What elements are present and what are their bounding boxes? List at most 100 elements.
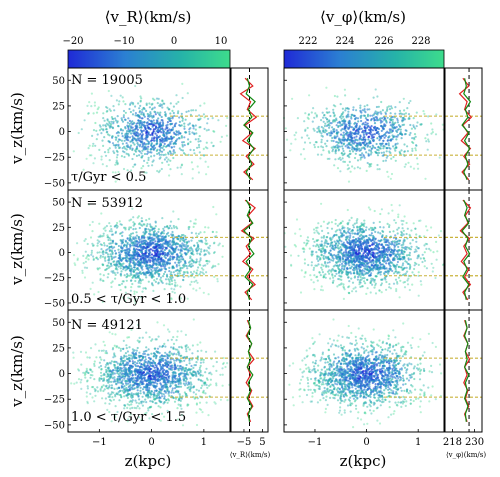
scatter-point <box>437 234 440 237</box>
scatter-point <box>125 244 128 248</box>
scatter-point <box>115 132 118 135</box>
scatter-point <box>117 140 120 143</box>
scatter-point <box>173 132 176 135</box>
scatter-point <box>127 252 130 255</box>
scatter-point <box>124 147 127 150</box>
scatter-point <box>152 246 155 249</box>
scatter-point <box>131 282 134 286</box>
scatter-point <box>124 269 127 272</box>
scatter-point <box>337 145 340 148</box>
scatter-point <box>110 94 113 97</box>
scatter-point <box>354 125 357 128</box>
scatter-point <box>164 278 168 281</box>
scatter-point <box>149 264 152 267</box>
scatter-point <box>388 259 391 262</box>
scatter-point <box>425 267 428 270</box>
scatter-point <box>394 268 397 271</box>
scatter-point <box>136 245 139 248</box>
scatter-point <box>140 136 143 139</box>
scatter-point <box>158 240 161 243</box>
scatter-point <box>138 285 141 288</box>
scatter-point <box>349 270 352 274</box>
scatter-point <box>406 279 409 282</box>
scatter-layer <box>70 82 445 429</box>
scatter-point <box>341 154 344 157</box>
scatter-point <box>187 142 190 145</box>
scatter-point <box>188 128 191 131</box>
scatter-point <box>118 220 121 223</box>
scatter-point <box>356 229 359 232</box>
scatter-point <box>162 122 165 125</box>
scatter-point <box>147 164 150 167</box>
scatter-point <box>189 220 192 223</box>
scatter-point <box>168 137 171 140</box>
scatter-point <box>370 137 373 140</box>
scatter-point <box>144 355 147 358</box>
scatter-point <box>406 145 409 148</box>
scatter-point <box>362 114 366 117</box>
scatter-point <box>170 146 173 149</box>
scatter-point <box>145 230 148 234</box>
scatter-point <box>381 245 384 248</box>
scatter-point <box>369 208 372 211</box>
scatter-point <box>221 245 224 248</box>
scatter-point <box>402 253 405 256</box>
scatter-point <box>330 221 333 224</box>
scatter-point <box>383 277 386 280</box>
scatter-point <box>378 139 381 142</box>
scatter-point <box>332 108 335 111</box>
scatter-point <box>173 288 176 291</box>
scatter-point <box>95 111 99 114</box>
scatter-point <box>315 141 318 144</box>
scatter-point <box>120 155 123 158</box>
scatter-point <box>411 140 414 144</box>
scatter-point <box>348 153 351 156</box>
scatter-point <box>316 255 319 259</box>
scatter-point <box>180 330 183 333</box>
scatter-point <box>162 239 165 242</box>
scatter-point <box>172 126 175 129</box>
scatter-point <box>108 230 111 233</box>
scatter-point <box>377 231 380 234</box>
scatter-point <box>342 115 345 118</box>
scatter-point <box>145 143 148 146</box>
scatter-point <box>350 254 353 257</box>
scatter-point <box>134 150 138 153</box>
scatter-point <box>158 113 161 116</box>
scatter-point <box>352 108 355 111</box>
scatter-point <box>126 121 129 124</box>
scatter-point <box>163 248 166 252</box>
scatter-point <box>215 235 218 238</box>
scatter-point <box>147 126 150 129</box>
scatter-point <box>359 158 362 161</box>
scatter-point <box>119 283 122 287</box>
scatter-point <box>196 269 199 272</box>
scatter-point <box>334 269 337 272</box>
scatter-point <box>165 282 168 285</box>
scatter-point <box>163 142 166 145</box>
scatter-point <box>136 128 139 131</box>
scatter-point <box>382 259 385 262</box>
scatter-point <box>333 114 336 117</box>
scatter-point <box>92 142 95 145</box>
scatter-point <box>172 149 175 152</box>
scatter-point <box>149 128 152 131</box>
scatter-point <box>334 264 337 267</box>
scatter-point <box>120 239 123 242</box>
scatter-point <box>320 251 323 254</box>
scatter-point <box>166 275 169 278</box>
scatter-point <box>420 123 423 126</box>
scatter-point <box>130 279 133 282</box>
scatter-point <box>291 97 294 100</box>
scatter-point <box>340 248 343 252</box>
scatter-point <box>115 99 118 102</box>
scatter-point <box>379 144 383 147</box>
scatter-point <box>394 146 398 149</box>
scatter-point <box>391 129 394 132</box>
scatter-point <box>105 128 108 131</box>
scatter-point <box>312 281 315 284</box>
scatter-point <box>132 109 135 112</box>
scatter-point <box>138 126 141 129</box>
scatter-point <box>124 126 127 129</box>
scatter-point <box>390 107 394 110</box>
